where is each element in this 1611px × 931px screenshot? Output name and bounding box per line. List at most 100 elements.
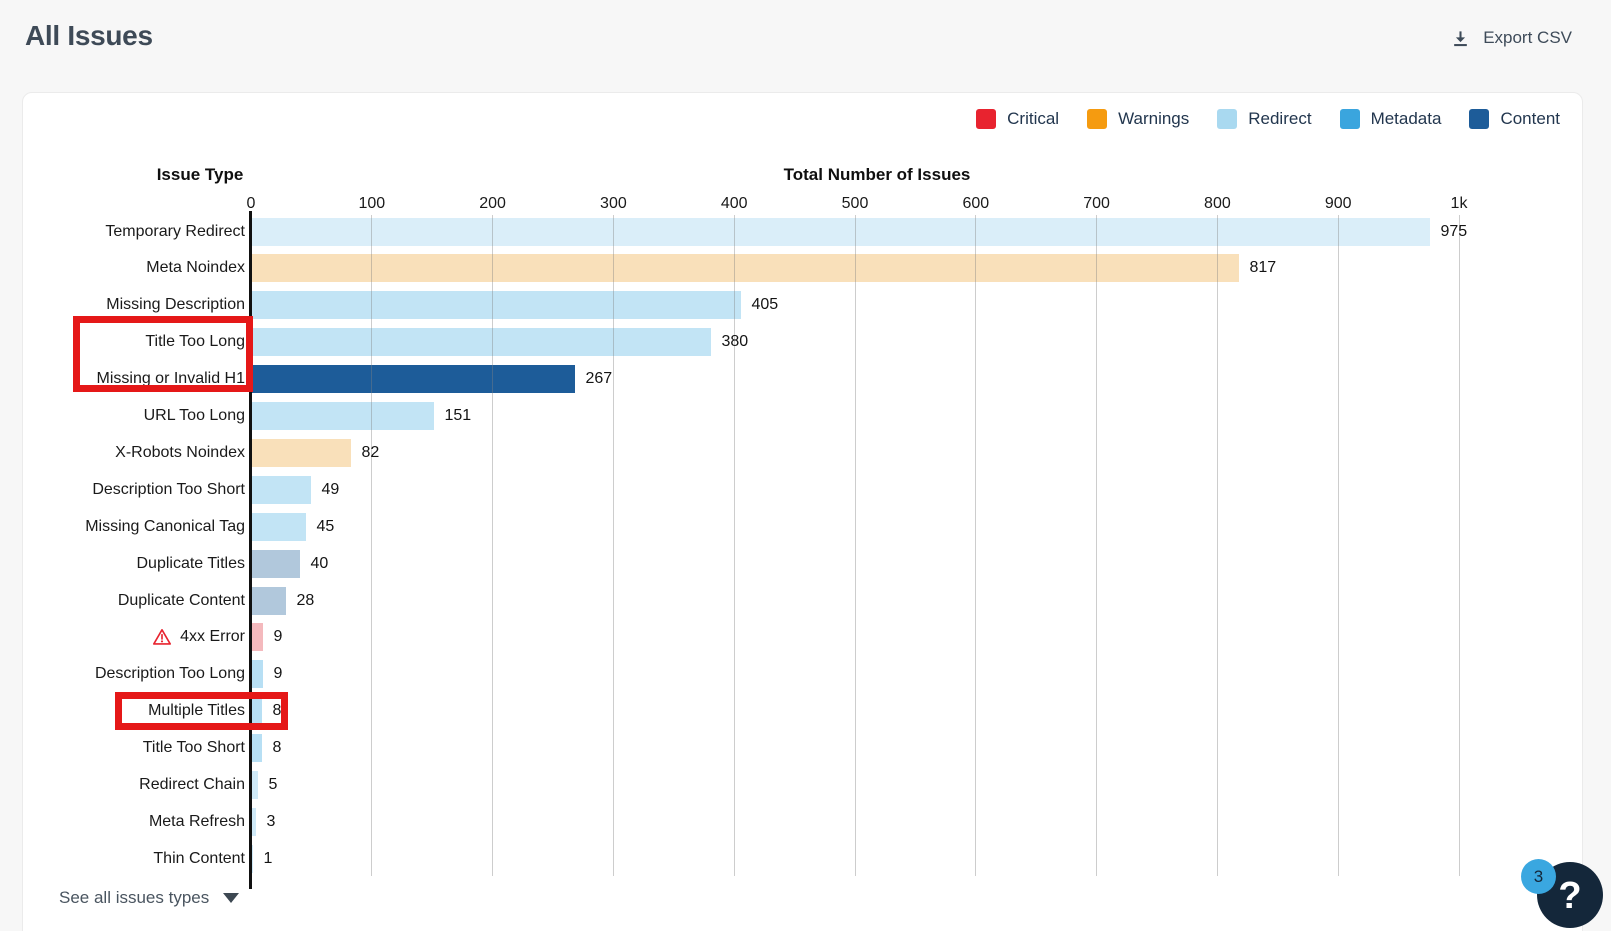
gridline — [733, 215, 735, 876]
issue-type-label-text: Missing Canonical Tag — [85, 518, 245, 535]
legend-item-redirect[interactable]: Redirect — [1217, 109, 1312, 129]
annotation-box-title-too-long — [73, 316, 253, 392]
issue-bar[interactable] — [252, 513, 306, 541]
issue-bar-value: 28 — [296, 592, 315, 609]
issue-bar[interactable] — [252, 365, 575, 393]
issue-type-label-text: Description Too Short — [92, 481, 245, 498]
alert-triangle-icon — [152, 628, 172, 646]
issue-bar-value: 817 — [1249, 259, 1277, 276]
see-all-issue-types-button[interactable]: See all issues types — [59, 888, 240, 908]
page-title: All Issues — [25, 20, 153, 51]
help-notification-badge: 3 — [1521, 859, 1556, 894]
download-icon — [1451, 29, 1470, 48]
export-csv-label: Export CSV — [1483, 28, 1572, 47]
legend-label: Warnings — [1118, 109, 1190, 128]
issue-bar[interactable] — [252, 623, 263, 651]
legend-item-critical[interactable]: Critical — [976, 109, 1059, 129]
legend-item-warnings[interactable]: Warnings — [1087, 109, 1189, 129]
x-tick-label: 300 — [600, 195, 627, 212]
issue-type-label: 4xx Error — [23, 623, 245, 651]
gridline — [492, 215, 494, 876]
issue-bar-value: 82 — [361, 444, 380, 461]
issue-bar[interactable] — [252, 697, 262, 725]
x-tick-label: 900 — [1324, 195, 1352, 212]
gridline — [612, 215, 614, 876]
x-tick-label: 0 — [246, 195, 256, 212]
issue-bar[interactable] — [252, 254, 1239, 282]
issue-bar[interactable] — [252, 587, 286, 615]
legend-label: Critical — [1007, 109, 1060, 128]
value-axis-title: Total Number of Issues — [783, 165, 971, 184]
issue-bar-value: 8 — [272, 702, 282, 719]
annotation-box-multiple-titles — [115, 692, 288, 730]
legend-swatch-critical — [976, 109, 997, 129]
issue-bar[interactable] — [252, 550, 300, 578]
issue-type-label: Temporary Redirect — [23, 218, 245, 246]
issue-bar-value: 380 — [721, 333, 749, 350]
gridline — [371, 215, 373, 876]
legend-item-content[interactable]: Content — [1469, 109, 1560, 129]
issue-bar[interactable] — [252, 439, 351, 467]
issue-type-label: URL Too Long — [23, 402, 245, 430]
issue-bar[interactable] — [252, 476, 311, 504]
issue-bar-value: 8 — [272, 739, 282, 756]
x-tick-label: 100 — [358, 195, 386, 212]
issue-bar-value: 1 — [263, 850, 273, 867]
gridline — [1458, 215, 1460, 876]
gridline — [1096, 215, 1098, 876]
issue-type-label: Meta Noindex — [23, 254, 245, 282]
issue-bar[interactable] — [252, 402, 434, 430]
issue-bar[interactable] — [252, 660, 263, 688]
issue-bar-value: 975 — [1440, 223, 1468, 240]
issue-bar[interactable] — [252, 734, 262, 762]
issue-type-label: Title Too Short — [23, 734, 245, 762]
issue-bar[interactable] — [252, 328, 711, 356]
issue-bar-value: 49 — [321, 481, 340, 498]
x-tick-label: 200 — [479, 195, 506, 212]
legend-swatch-metadata — [1339, 109, 1360, 129]
issue-bar[interactable] — [252, 771, 258, 799]
question-mark-icon: ? — [1558, 874, 1582, 917]
issue-type-label: Description Too Long — [23, 660, 245, 688]
issue-type-label-text: Temporary Redirect — [105, 223, 245, 240]
issue-type-label-text: Meta Noindex — [146, 259, 245, 276]
issue-type-label-text: X-Robots Noindex — [115, 444, 245, 461]
issue-type-label: Missing or Invalid H1 — [23, 365, 246, 393]
x-tick-label: 700 — [1083, 195, 1110, 212]
gridline — [975, 215, 977, 876]
issue-bar-value: 267 — [585, 370, 613, 387]
gridline — [1337, 215, 1339, 876]
chart-legend: Critical Warnings Redirect Metadata Content — [976, 109, 1560, 129]
issue-type-label: Description Too Short — [23, 476, 245, 504]
issue-type-label-text: Multiple Titles — [148, 702, 245, 719]
issue-bar[interactable] — [252, 845, 253, 873]
export-csv-button[interactable]: Export CSV — [1451, 28, 1572, 48]
legend-swatch-warnings — [1087, 109, 1108, 129]
legend-label: Metadata — [1370, 109, 1442, 128]
chevron-down-icon — [223, 893, 240, 903]
issue-bar-value: 40 — [310, 555, 329, 572]
issue-type-label-text: Missing Description — [106, 296, 245, 313]
category-axis-title: Issue Type — [156, 165, 244, 184]
issue-type-label-text: Meta Refresh — [148, 813, 245, 830]
issue-bar-value: 3 — [266, 813, 276, 830]
issue-type-label-text: Title Too Long — [145, 333, 245, 350]
issue-type-label-text: Description Too Long — [94, 665, 245, 682]
legend-swatch-redirect — [1217, 109, 1238, 129]
issue-type-label: X-Robots Noindex — [23, 439, 245, 467]
issue-bar[interactable] — [252, 291, 741, 319]
x-tick-label: 800 — [1204, 195, 1231, 212]
issue-bar[interactable] — [252, 218, 1430, 246]
legend-item-metadata[interactable]: Metadata — [1339, 109, 1442, 129]
legend-swatch-content — [1469, 109, 1490, 129]
issue-bar-value: 5 — [268, 776, 278, 793]
issue-bar-value: 9 — [273, 665, 283, 682]
gridline — [854, 215, 856, 876]
legend-label: Content — [1500, 109, 1560, 128]
issue-type-label-text: Redirect Chain — [139, 776, 245, 793]
x-tick-label: 600 — [962, 195, 990, 212]
issue-type-label-text: Thin Content — [153, 850, 245, 867]
gridline — [1216, 215, 1218, 876]
issue-type-label: Multiple Titles — [23, 697, 245, 725]
issue-bar[interactable] — [252, 808, 256, 836]
